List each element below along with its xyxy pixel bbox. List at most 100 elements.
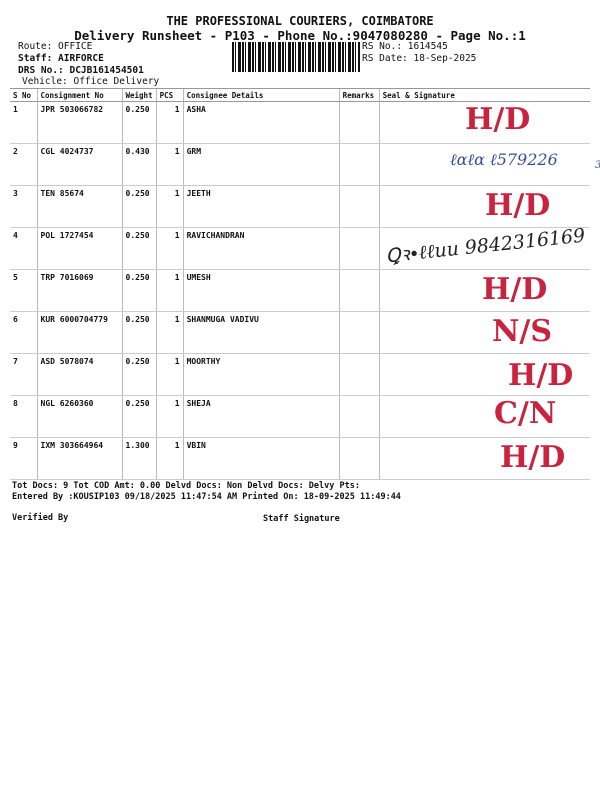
cell-remarks (338, 395, 380, 438)
cell-seal (378, 227, 590, 270)
cell-consignee: SHANMUGA VADIVU (182, 311, 340, 354)
cell-seal (378, 185, 590, 228)
cell-weight: 0.250 (121, 353, 157, 396)
cell-remarks (338, 437, 380, 480)
cell-weight: 0.250 (121, 395, 157, 438)
handwritten-signature: ℓαℓα ℓ57922635 (450, 150, 600, 171)
cell-sno: 1 (10, 101, 37, 144)
cell-sno: 8 (10, 395, 37, 438)
seal-mark: H/D (482, 272, 548, 307)
table-row: 9 IXM 303664964 1.300 1 VBIN (10, 437, 590, 480)
seal-mark: H/D (508, 358, 574, 393)
column-header: Seal & Signature (378, 88, 590, 102)
cell-consignment: ASD 5078074 (36, 353, 122, 396)
cell-consignee: RAVICHANDRAN (182, 227, 340, 270)
cell-remarks (338, 353, 380, 396)
seal-mark: N/S (492, 314, 553, 349)
cell-sno: 9 (10, 437, 37, 480)
cell-sno: 2 (10, 143, 37, 186)
cell-consignee: VBIN (182, 437, 340, 480)
cell-sno: 5 (10, 269, 37, 312)
rs-date: RS Date: 18-Sep-2025 (362, 53, 477, 64)
column-header: PCS (155, 88, 184, 102)
cell-remarks (338, 185, 380, 228)
cell-sno: 7 (10, 353, 37, 396)
cell-weight: 0.250 (121, 227, 157, 270)
cell-consignment: TEN 85674 (36, 185, 122, 228)
cell-consignment: JPR 503066782 (36, 101, 122, 144)
cell-seal (378, 437, 590, 480)
verified-by-label: Verified By (12, 513, 69, 523)
cell-consignee: ASHA (182, 101, 340, 144)
cell-sno: 3 (10, 185, 37, 228)
cell-seal (378, 311, 590, 354)
cell-pcs: 1 (155, 437, 184, 480)
table-row: 4 POL 1727454 0.250 1 RAVICHANDRAN (10, 227, 590, 270)
cell-weight: 0.250 (121, 311, 157, 354)
cell-consignee: MOORTHY (182, 353, 340, 396)
seal-mark: H/D (485, 188, 551, 223)
cell-consignee: GRM (182, 143, 340, 186)
cell-remarks (338, 311, 380, 354)
cell-consignment: NGL 6260360 (36, 395, 122, 438)
table-row: 1 JPR 503066782 0.250 1 ASHA (10, 101, 590, 144)
table-row: 5 TRP 7016069 0.250 1 UMESH (10, 269, 590, 312)
barcode (232, 42, 360, 72)
cell-consignee: SHEJA (182, 395, 340, 438)
cell-pcs: 1 (155, 269, 184, 312)
cell-pcs: 1 (155, 227, 184, 270)
table-row: 6 KUR 6000704779 0.250 1 SHANMUGA VADIVU (10, 311, 590, 354)
cell-remarks (338, 227, 380, 270)
cell-consignment: CGL 4024737 (36, 143, 122, 186)
column-header: S No (10, 88, 37, 102)
cell-pcs: 1 (155, 353, 184, 396)
cell-weight: 1.300 (121, 437, 157, 480)
seal-mark: H/D (465, 102, 531, 137)
cell-pcs: 1 (155, 311, 184, 354)
seal-mark: C/N (494, 396, 557, 431)
cell-seal (378, 101, 590, 144)
staff-signature-label: Staff Signature (263, 514, 340, 524)
column-header: Consignment No (36, 88, 122, 102)
route: Route: OFFICE (18, 41, 93, 52)
cell-weight: 0.250 (121, 269, 157, 312)
drs-number: DRS No.: DCJB161454501 (18, 65, 144, 76)
cell-pcs: 1 (155, 395, 184, 438)
cell-consignee: JEETH (182, 185, 340, 228)
column-header: Consignee Details (182, 88, 340, 102)
cell-weight: 0.250 (121, 185, 157, 228)
cell-pcs: 1 (155, 185, 184, 228)
column-header: Weight (121, 88, 157, 102)
runsheet-table: S No Consignment No Weight PCS Consignee Det… (10, 88, 590, 480)
cell-seal (378, 143, 590, 186)
cell-seal (378, 269, 590, 312)
table-row: 7 ASD 5078074 0.250 1 MOORTHY (10, 353, 590, 396)
cell-weight: 0.250 (121, 101, 157, 144)
table-row: 3 TEN 85674 0.250 1 JEETH (10, 185, 590, 228)
cell-consignment: POL 1727454 (36, 227, 122, 270)
vehicle: Vehicle: Office Delivery (22, 76, 160, 87)
column-header: Remarks (338, 88, 380, 102)
table-row: 8 NGL 6260360 0.250 1 SHEJA (10, 395, 590, 438)
cell-seal (378, 395, 590, 438)
seal-mark: H/D (500, 440, 566, 475)
cell-remarks (338, 143, 380, 186)
table-row: 2 CGL 4024737 0.430 1 GRM (10, 143, 590, 186)
cell-remarks (338, 269, 380, 312)
runsheet-title: Delivery Runsheet - P103 - Phone No.:904… (74, 28, 526, 43)
cell-weight: 0.430 (121, 143, 157, 186)
cell-consignment: IXM 303664964 (36, 437, 122, 480)
cell-sno: 4 (10, 227, 37, 270)
entered-printed-info: Entered By :KOUSIP103 09/18/2025 11:47:5… (12, 492, 401, 502)
cell-sno: 6 (10, 311, 37, 354)
cell-consignment: TRP 7016069 (36, 269, 122, 312)
cell-pcs: 1 (155, 143, 184, 186)
company-name: THE PROFESSIONAL COURIERS, COIMBATORE (166, 14, 434, 28)
cell-consignment: KUR 6000704779 (36, 311, 122, 354)
totals-summary: Tot Docs: 9 Tot COD Amt: 0.00 Delvd Docs… (12, 481, 360, 491)
cell-consignee: UMESH (182, 269, 340, 312)
staff: Staff: AIRFORCE (18, 53, 104, 64)
cell-pcs: 1 (155, 101, 184, 144)
rs-number: RS No.: 1614545 (362, 41, 448, 52)
cell-seal (378, 353, 590, 396)
